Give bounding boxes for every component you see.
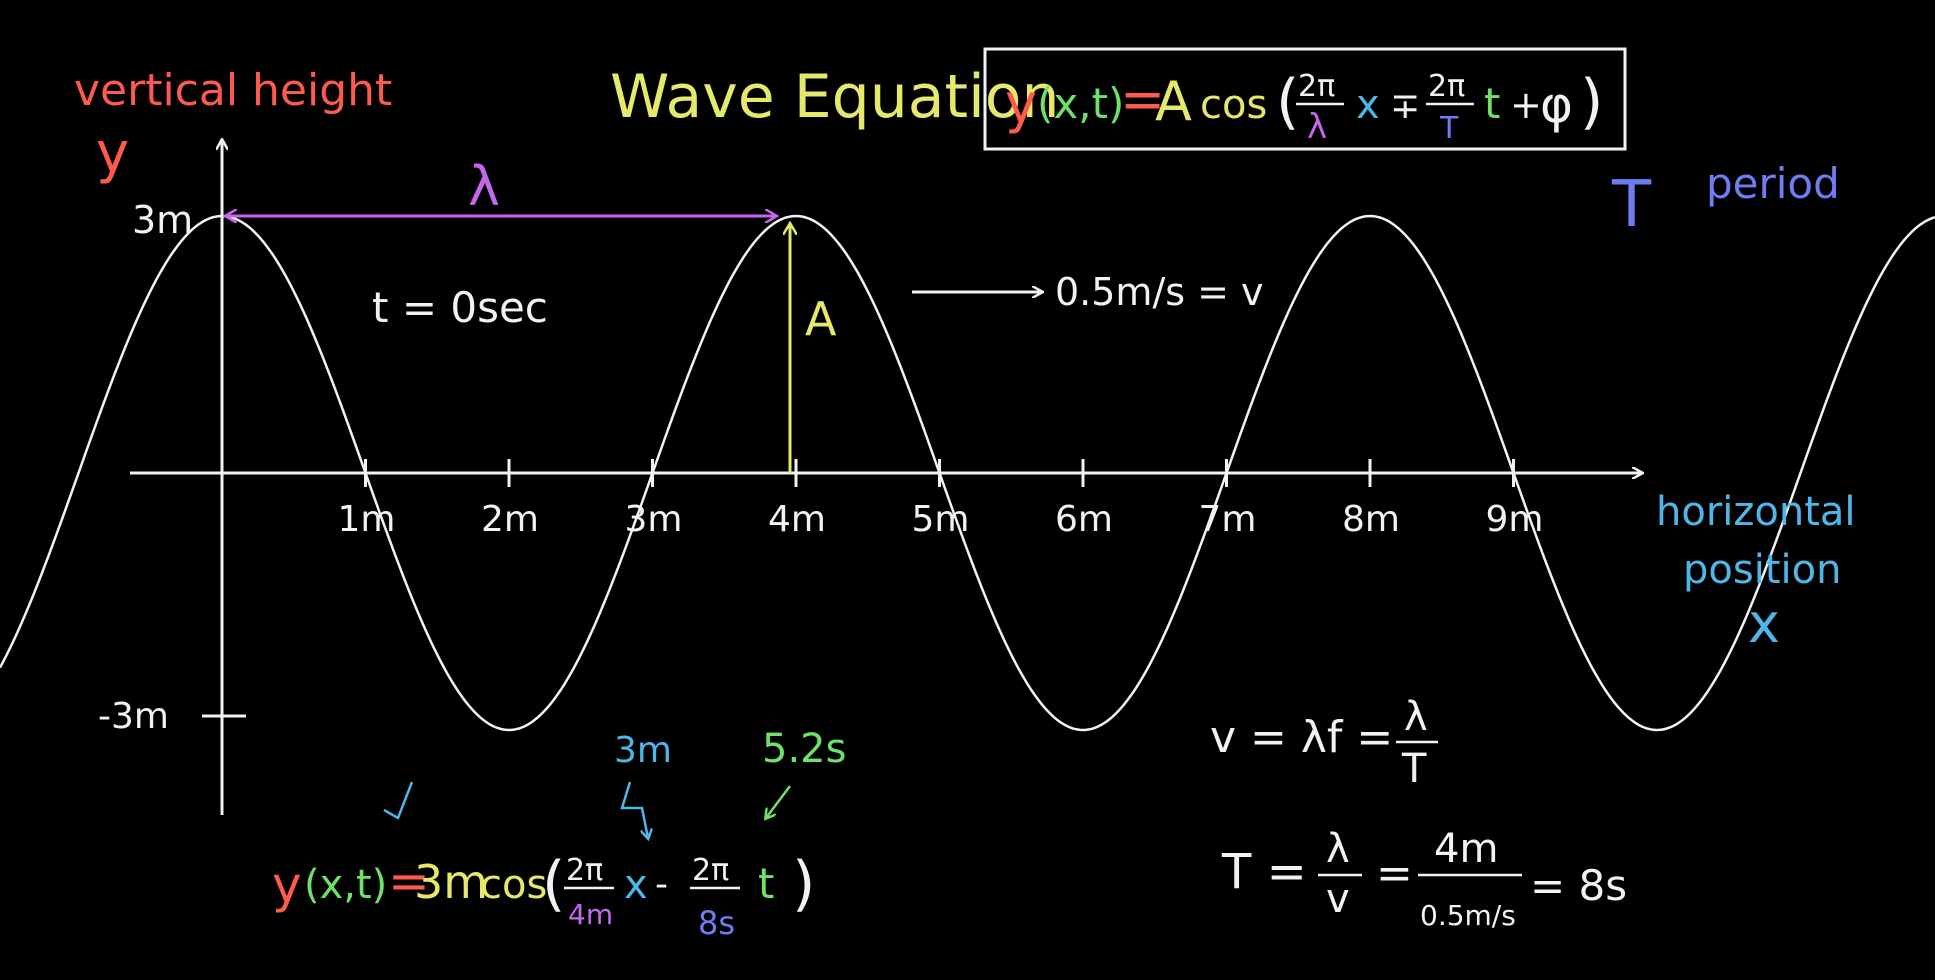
gen-t: t: [1484, 79, 1500, 128]
annot-5-2s: 5.2s: [762, 726, 846, 772]
spec-amplitude: 3m: [414, 855, 488, 909]
period-num1: λ: [1326, 826, 1350, 872]
spec-lhs-vars: (x,t): [304, 862, 387, 908]
gen-num2: 2π: [1428, 69, 1465, 104]
annot-3m-arrow: [620, 781, 648, 838]
general-equation-box: [983, 47, 1627, 151]
annot-5-2s-arrow: [766, 785, 791, 818]
spec-cos: cos: [480, 862, 547, 908]
x-tick-label-8: 8m: [1342, 499, 1400, 540]
wavelength-label: λ: [468, 155, 500, 218]
gen-num1: 2π: [1298, 69, 1335, 104]
spec-lhs-y: y: [272, 856, 302, 914]
gen-amplitude: A: [1155, 70, 1192, 133]
gen-den2: T: [1439, 111, 1459, 146]
y-max-label: 3m: [132, 198, 193, 242]
spec-eq-sign: =: [388, 852, 430, 910]
gen-x: x: [1356, 82, 1380, 128]
period-den1: v: [1326, 876, 1350, 922]
cosine-wave: [0, 214, 1935, 732]
spec-num1: 2π: [566, 853, 603, 888]
x-axis-symbol: x: [1748, 592, 1780, 655]
period-den2: 0.5m/s: [1420, 899, 1516, 932]
general-equation: y (x,t) = A cos ( 2π λ x ∓ 2π T t + φ ): [1005, 67, 1603, 147]
velocity-relation: v = λf = λ T: [1210, 694, 1438, 792]
amplitude-label: A: [805, 292, 837, 346]
annot-3m: 3m: [614, 730, 672, 771]
gen-den1: λ: [1307, 107, 1327, 147]
period-result: = 8s: [1530, 861, 1627, 910]
gen-cos: cos: [1200, 82, 1267, 128]
velocity-num: λ: [1404, 694, 1428, 740]
wave-speed-note: 0.5m/s = v: [1055, 270, 1264, 314]
gen-plus-minus: ∓: [1390, 86, 1420, 127]
spec-open-paren: (: [542, 849, 565, 919]
x-tick-label-6: 6m: [1055, 499, 1113, 540]
spec-den2: 8s: [698, 904, 735, 942]
y-min-label: -3m: [98, 696, 169, 737]
period-symbol: T: [1611, 168, 1652, 242]
gen-plus: +: [1510, 83, 1542, 127]
gen-lhs-vars: (x,t): [1037, 79, 1124, 128]
gen-open-paren: (: [1276, 67, 1299, 137]
spec-minus: -: [655, 864, 668, 905]
x-axis-title-line2: position: [1683, 547, 1841, 593]
spec-close-paren: ): [792, 849, 815, 919]
spec-t: t: [758, 859, 774, 908]
page-title: Wave Equation: [610, 62, 1059, 132]
annot-check: [383, 781, 414, 820]
period-eq2: =: [1376, 848, 1413, 899]
time-note: t = 0sec: [372, 283, 548, 332]
x-tick-label-2: 2m: [481, 499, 539, 540]
gen-lhs-y: y: [1005, 72, 1037, 135]
period-relation: T = λ v = 4m 0.5m/s = 8s: [1221, 826, 1627, 932]
spec-num2: 2π: [692, 853, 729, 888]
gen-eq-sign: =: [1120, 68, 1165, 131]
x-tick-label-7: 7m: [1199, 499, 1257, 540]
y-axis-title: vertical height: [74, 65, 392, 116]
period-word: period: [1706, 159, 1840, 208]
gen-close-paren: ): [1580, 67, 1603, 137]
x-tick-label-3: 3m: [625, 499, 683, 540]
period-lhs: T =: [1221, 844, 1307, 900]
period-num2: 4m: [1434, 826, 1498, 872]
velocity-lhs: v = λf =: [1210, 712, 1393, 763]
velocity-den: T: [1401, 746, 1427, 792]
spec-x: x: [624, 862, 648, 908]
x-tick-labels: 1m 2m 3m 4m 5m 6m 7m 8m 9m: [338, 499, 1544, 540]
spec-den1: 4m: [568, 898, 613, 931]
specific-equation: y (x,t) = 3m cos ( 2π 4m x - 2π 8s t ): [272, 849, 815, 942]
x-axis-title-line1: horizontal: [1656, 489, 1856, 535]
x-tick-label-4: 4m: [768, 499, 826, 540]
y-axis-symbol: y: [96, 121, 129, 186]
gen-phi: φ: [1540, 76, 1573, 134]
